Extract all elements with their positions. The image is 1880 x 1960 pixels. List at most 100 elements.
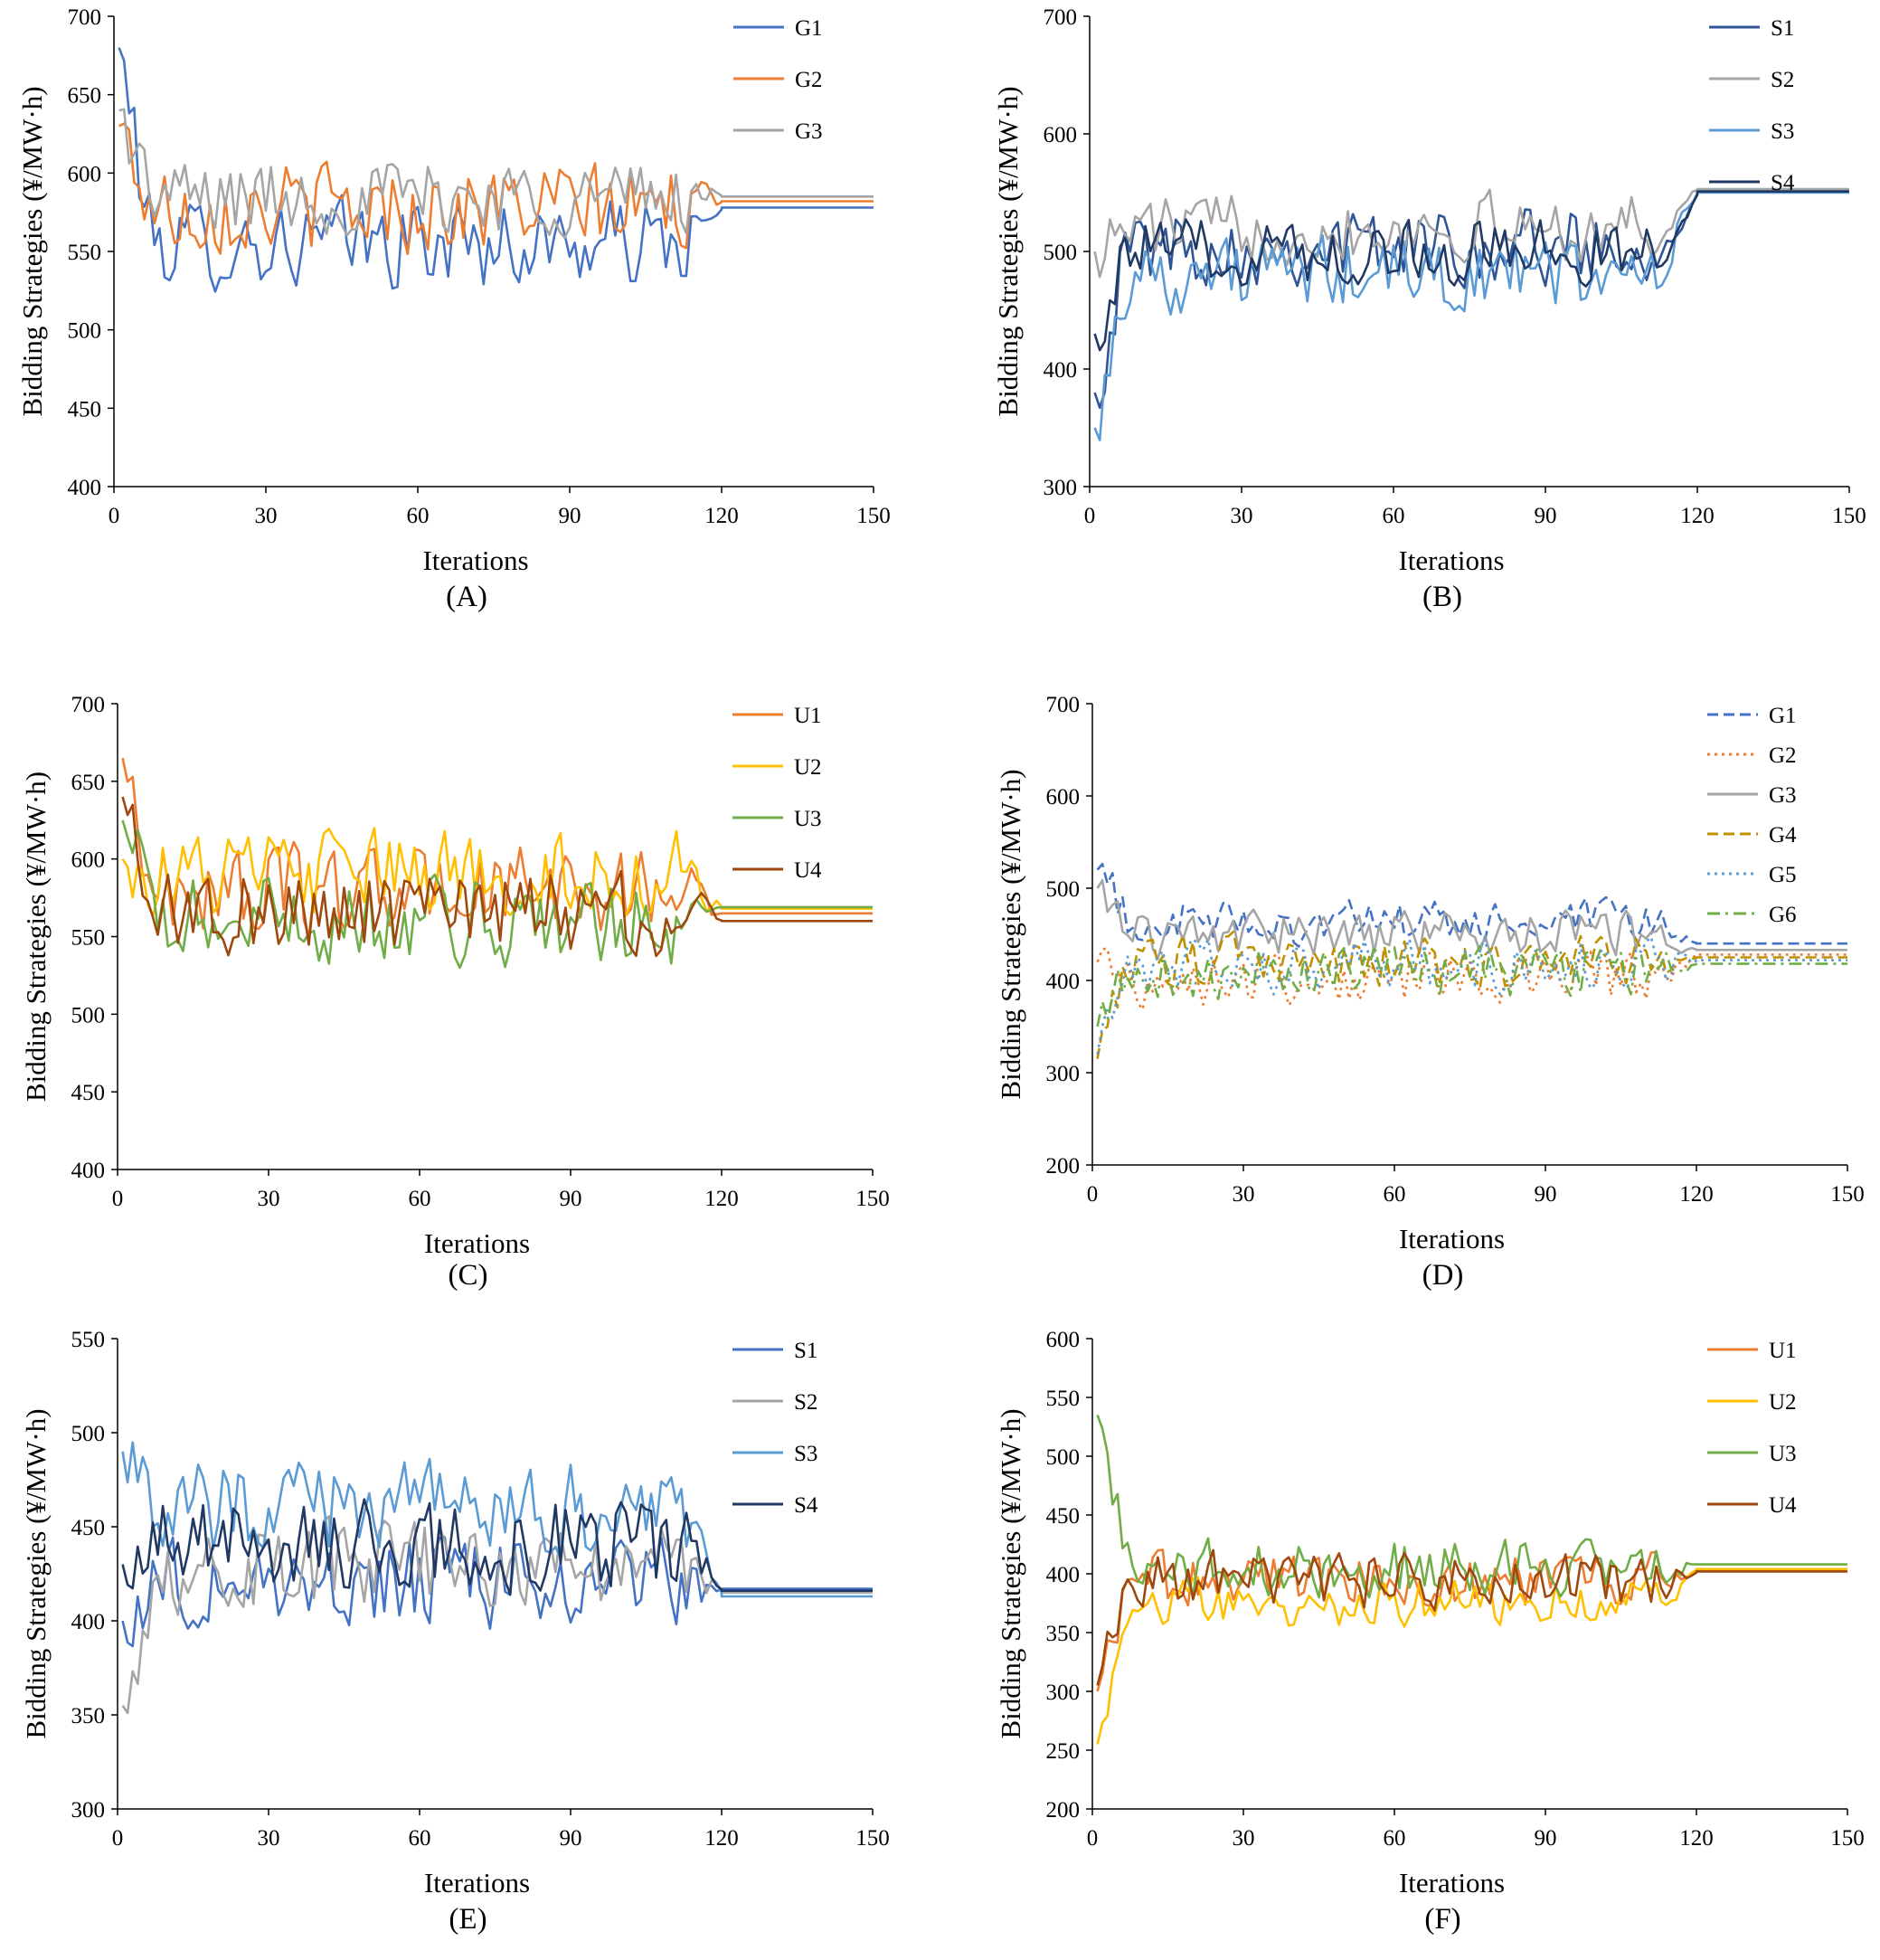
x-axis-title: Iterations	[1399, 1223, 1505, 1255]
x-tick-label: 150	[855, 1826, 890, 1851]
legend-label: G1	[1769, 704, 1797, 728]
y-tick-label: 700	[71, 693, 106, 717]
y-tick-label: 450	[1046, 1504, 1081, 1529]
y-tick-label: 400	[1044, 358, 1078, 383]
y-tick-label: 350	[71, 1704, 106, 1728]
panel-caption: (E)	[449, 1903, 487, 1936]
x-tick-label: 60	[407, 504, 430, 528]
legend-label: S2	[1771, 68, 1794, 92]
x-tick-label: 30	[1233, 1826, 1255, 1851]
y-tick-label: 650	[71, 771, 106, 795]
legend-label: G2	[1769, 743, 1797, 768]
x-tick-label: 0	[112, 1187, 124, 1211]
series-line-s4	[1093, 190, 1849, 352]
legend-label: G6	[1769, 903, 1797, 927]
panel-caption: (A)	[446, 581, 487, 613]
y-axis-title: Bidding Strategies (¥/MW·h)	[992, 86, 1024, 416]
series-line-s2	[1093, 187, 1849, 279]
series-line-s3	[1093, 191, 1849, 441]
chart-panel-3: 400 450 500 550 600 650 700 0 30 60 90 120 150 Iterat…	[0, 687, 940, 1325]
x-tick-label: 0	[1087, 1826, 1099, 1851]
x-tick-label: 150	[1832, 504, 1866, 528]
chart-svg-1: 400 450 500 550 600 650 700 0 30 60 90 120 150 Iterat…	[16, 5, 891, 613]
legend-label: S1	[1771, 16, 1794, 41]
y-tick-label: 700	[68, 5, 102, 30]
x-tick-label: 150	[856, 504, 891, 528]
y-tick-label: 400	[68, 476, 102, 500]
y-tick-label: 450	[71, 1516, 106, 1540]
y-tick-label: 250	[1046, 1739, 1081, 1764]
series-line-g4	[1096, 930, 1847, 1059]
panel-caption: (B)	[1422, 581, 1462, 613]
chart-svg-6: 200 250 300 350 400 450 500 550 600 0 30 60 90 120 150…	[995, 1328, 1865, 1936]
y-tick-label: 450	[68, 397, 102, 421]
legend-label: S3	[1771, 119, 1794, 144]
x-tick-label: 90	[1535, 1182, 1557, 1207]
series-line-g1	[1096, 862, 1847, 948]
legend-label: U1	[1769, 1339, 1797, 1363]
chart-panel-2: 300 400 500 600 700 0 30 60 90 120 150 Iterations Bi…	[940, 0, 1880, 638]
panel-caption: (D)	[1422, 1259, 1464, 1292]
y-tick-label: 400	[1046, 970, 1081, 994]
y-axis-title: Bidding Strategies (¥/MW·h)	[20, 772, 52, 1102]
x-tick-label: 30	[255, 504, 278, 528]
legend-label: G3	[795, 119, 823, 144]
y-axis-title: Bidding Strategies (¥/MW·h)	[20, 1408, 52, 1738]
x-axis-title: Iterations	[424, 1227, 530, 1259]
series-line-s4	[121, 1498, 873, 1595]
legend-label: U4	[1769, 1493, 1797, 1518]
legend-label: S4	[794, 1493, 818, 1518]
x-tick-label: 120	[1679, 1826, 1714, 1851]
y-axis-title: Bidding Strategies (¥/MW·h)	[995, 1408, 1026, 1738]
y-tick-label: 200	[1046, 1798, 1081, 1823]
y-tick-label: 600	[1046, 1328, 1081, 1352]
y-axis-title: Bidding Strategies (¥/MW·h)	[995, 769, 1026, 1099]
x-axis-title: Iterations	[424, 1867, 530, 1898]
x-tick-label: 120	[1679, 1182, 1714, 1207]
x-tick-label: 120	[1680, 504, 1715, 528]
y-tick-label: 500	[1046, 877, 1081, 902]
y-tick-label: 500	[71, 1422, 106, 1446]
x-tick-label: 150	[1830, 1182, 1865, 1207]
x-axis-title: Iterations	[1398, 544, 1504, 576]
x-tick-label: 30	[258, 1826, 280, 1851]
y-tick-label: 300	[71, 1798, 106, 1823]
legend-label: S2	[794, 1390, 817, 1415]
series-line-g5	[1096, 935, 1847, 1055]
series-line-u2	[1096, 1567, 1847, 1745]
y-axis-title: Bidding Strategies (¥/MW·h)	[16, 86, 48, 416]
legend-label: G2	[795, 68, 823, 92]
x-tick-label: 60	[409, 1187, 431, 1211]
legend-label: U3	[794, 807, 822, 831]
series-line-g3	[1096, 879, 1847, 961]
series-line-g3	[118, 108, 874, 240]
legend-label: U4	[794, 858, 822, 883]
x-axis-title: Iterations	[422, 544, 528, 576]
legend-label: U2	[794, 755, 822, 780]
y-tick-label: 450	[71, 1081, 106, 1105]
series-line-s2	[121, 1515, 873, 1715]
y-tick-label: 500	[71, 1003, 106, 1027]
x-tick-label: 90	[560, 1187, 582, 1211]
chart-panel-4: 200 300 400 500 600 700 0 30 60 90 120 150 Iteration…	[940, 687, 1880, 1325]
x-tick-label: 120	[704, 1187, 739, 1211]
chart-panel-1: 400 450 500 550 600 650 700 0 30 60 90 120 150 Iterat…	[0, 0, 940, 638]
chart-svg-2: 300 400 500 600 700 0 30 60 90 120 150 Iterations Bi…	[992, 5, 1866, 613]
chart-svg-4: 200 300 400 500 600 700 0 30 60 90 120 150 Iteration…	[995, 693, 1865, 1292]
y-tick-label: 400	[1046, 1563, 1081, 1587]
legend-label: S4	[1771, 171, 1795, 195]
series-line-u4	[1096, 1548, 1847, 1686]
x-tick-label: 0	[1084, 504, 1096, 528]
x-tick-label: 120	[704, 1826, 739, 1851]
x-tick-label: 60	[409, 1826, 431, 1851]
panel-caption: (F)	[1424, 1903, 1460, 1936]
series-line-g6	[1096, 944, 1847, 1027]
legend-label: G3	[1769, 783, 1797, 808]
series-line-u3	[1096, 1415, 1847, 1599]
legend-label: U3	[1769, 1442, 1797, 1466]
y-tick-label: 400	[71, 1610, 106, 1634]
y-tick-label: 500	[1046, 1445, 1081, 1470]
series-line-u2	[121, 827, 873, 917]
x-tick-label: 90	[1535, 1826, 1557, 1851]
